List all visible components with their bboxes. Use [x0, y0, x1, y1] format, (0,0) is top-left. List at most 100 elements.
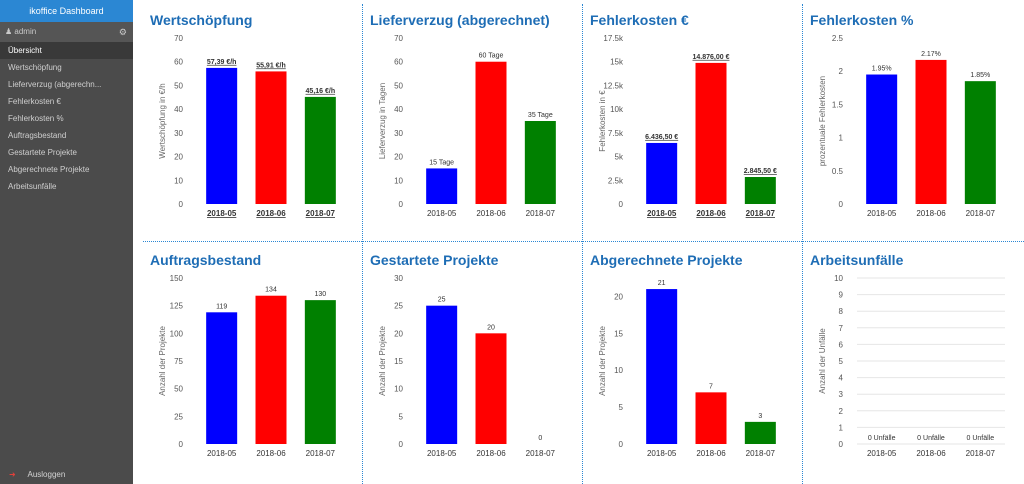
- bar: [475, 333, 507, 444]
- sidebar-item-wertschoepfung[interactable]: Wertschöpfung: [8, 63, 62, 72]
- y-axis-label: Anzahl der Unfälle: [818, 328, 827, 394]
- divider: [802, 4, 803, 484]
- bar: [304, 96, 336, 204]
- bar: [695, 62, 727, 204]
- y-tick-label: 10: [394, 176, 403, 185]
- data-label: 35 Tage: [528, 112, 553, 119]
- y-tick-label: 1.5: [832, 100, 844, 109]
- bar: [255, 71, 287, 205]
- sidebar-item-lieferverzug[interactable]: Lieferverzug (abgerechn...: [8, 80, 102, 89]
- y-tick-label: 1: [839, 134, 844, 143]
- chart-fehlerkosten-prozent: 0 0.5 1 1.5 2 2.5 prozentuale Fehlerkosten 1.95…: [818, 34, 996, 218]
- x-tick-label: 2018-06: [916, 209, 946, 218]
- logout-button[interactable]: ➜ Ausloggen: [0, 468, 133, 482]
- x-tick-label: 2018-07: [526, 449, 556, 458]
- y-tick-label: 30: [174, 129, 183, 138]
- y-tick-label: 100: [170, 329, 184, 338]
- x-tick-label: 2018-06: [476, 449, 506, 458]
- y-tick-label: 3: [839, 390, 844, 399]
- bar: [426, 305, 458, 444]
- y-tick-label: 9: [839, 291, 844, 300]
- x-tick-label: 2018-05: [867, 209, 897, 218]
- sidebar-item-fehlerkosten-prozent[interactable]: Fehlerkosten %: [8, 114, 64, 123]
- y-tick-label: 10: [614, 366, 623, 375]
- x-tick-label: 2018-05: [427, 209, 457, 218]
- y-tick-label: 2.5: [832, 34, 844, 43]
- y-tick-label: 60: [174, 58, 183, 67]
- y-tick-label: 25: [394, 302, 403, 311]
- y-tick-label: 10: [834, 274, 843, 283]
- chart-lieferverzug: 0 10 20 30 40 50 60 70 Lieferverzug in Tagen 15 T…: [378, 34, 556, 218]
- sidebar-item-fehlerkosten-euro[interactable]: Fehlerkosten €: [8, 97, 61, 106]
- user-icon: ♟: [5, 27, 13, 36]
- panel-auftragsbestand: 0 25 50 75 100 125 150 Anzahl der Projekte 119 20…: [145, 244, 357, 480]
- sidebar-item-auftragsbestand[interactable]: Auftragsbestand: [8, 131, 67, 140]
- y-tick-label: 0: [179, 440, 184, 449]
- chart-auftragsbestand: 0 25 50 75 100 125 150 Anzahl der Projekte 119 20…: [158, 274, 336, 458]
- x-tick-label: 2018-06: [696, 449, 726, 458]
- bar: [646, 289, 678, 444]
- y-tick-label: 40: [174, 105, 183, 114]
- y-tick-label: 17.5k: [603, 34, 624, 43]
- x-tick-label: 2018-07: [966, 209, 996, 218]
- user-name: admin: [14, 27, 37, 36]
- panel-wertschoepfung: 0 10 20 30 40 50 60 70 Wertschöpfung in €/h 57,39…: [145, 4, 357, 240]
- panel-fehlerkosten-prozent: 0 0.5 1 1.5 2 2.5 prozentuale Fehlerkosten 1.95…: [805, 4, 1017, 240]
- y-tick-label: 50: [174, 385, 183, 394]
- y-tick-label: 25: [174, 412, 183, 421]
- y-tick-label: 10k: [610, 105, 624, 114]
- app-brand[interactable]: ikoffice Dashboard: [0, 0, 133, 22]
- chart-arbeitsunfaelle: 0 1 2 3 4 5 6 7 8 9 10 Anzahl der Unfälle 0 Unfälle 2…: [818, 274, 1005, 458]
- data-label: 0 Unfälle: [967, 435, 995, 442]
- chart-gestartete-projekte: 0 5 10 15 20 25 30 Anzahl der Projekte 25 2018-05…: [378, 274, 556, 458]
- bar: [426, 168, 458, 204]
- y-tick-label: 0: [179, 200, 184, 209]
- sidebar-item-arbeitsunfaelle[interactable]: Arbeitsunfälle: [8, 182, 57, 191]
- divider: [143, 241, 1024, 242]
- logout-label: Ausloggen: [27, 470, 66, 479]
- y-tick-label: 125: [170, 302, 184, 311]
- panel-title: Wertschöpfung: [150, 12, 253, 28]
- y-tick-label: 30: [394, 129, 403, 138]
- x-tick-label: 2018-07: [526, 209, 556, 218]
- panel-title: Lieferverzug (abgerechnet): [370, 12, 550, 28]
- sidebar: ikoffice Dashboard ♟ admin ⚙ Übersicht W…: [0, 0, 133, 484]
- y-tick-label: 15: [614, 329, 623, 338]
- divider: [362, 4, 363, 484]
- bar: [744, 177, 776, 204]
- y-tick-label: 0: [399, 440, 404, 449]
- sidebar-item-gestartete-projekte[interactable]: Gestartete Projekte: [8, 148, 77, 157]
- y-tick-label: 6: [839, 340, 844, 349]
- x-tick-label: 2018-05: [427, 449, 457, 458]
- user-bar[interactable]: ♟ admin ⚙: [0, 22, 133, 42]
- y-tick-label: 50: [394, 81, 403, 90]
- chart-wertschoepfung: 0 10 20 30 40 50 60 70 Wertschöpfung in €/h 57,39…: [158, 34, 336, 218]
- x-tick-label: 2018-05: [207, 209, 237, 218]
- gear-icon[interactable]: ⚙: [118, 27, 127, 37]
- y-tick-label: 30: [394, 274, 403, 283]
- x-tick-label: 2018-06: [476, 209, 506, 218]
- divider: [582, 4, 583, 484]
- bar: [695, 392, 727, 444]
- data-label: 25: [438, 297, 446, 304]
- data-label: 45,16 €/h: [306, 88, 336, 95]
- data-label: 119: [216, 303, 227, 310]
- y-tick-label: 5: [399, 412, 404, 421]
- x-tick-label: 2018-05: [867, 449, 897, 458]
- bar: [304, 300, 336, 444]
- y-tick-label: 150: [170, 274, 184, 283]
- panel-fehlerkosten-euro: 0 2.5k 5k 7.5k 10k 12.5k 15k 17.5k Fehlerkosten …: [585, 4, 797, 240]
- bar: [744, 421, 776, 444]
- y-tick-label: 0.5: [832, 167, 844, 176]
- y-tick-label: 12.5k: [603, 81, 624, 90]
- x-tick-label: 2018-06: [696, 209, 726, 218]
- sidebar-item-abgerechnete-projekte[interactable]: Abgerechnete Projekte: [8, 165, 90, 174]
- data-label: 1.85%: [970, 72, 990, 79]
- panel-title: Arbeitsunfälle: [810, 252, 904, 268]
- panel-arbeitsunfaelle: 0 1 2 3 4 5 6 7 8 9 10 Anzahl der Unfälle 0 Unfälle 2…: [805, 244, 1017, 480]
- data-label: 0: [538, 435, 542, 442]
- x-tick-label: 2018-07: [966, 449, 996, 458]
- y-tick-label: 4: [839, 374, 844, 383]
- sidebar-item-uebersicht[interactable]: Übersicht: [0, 42, 133, 59]
